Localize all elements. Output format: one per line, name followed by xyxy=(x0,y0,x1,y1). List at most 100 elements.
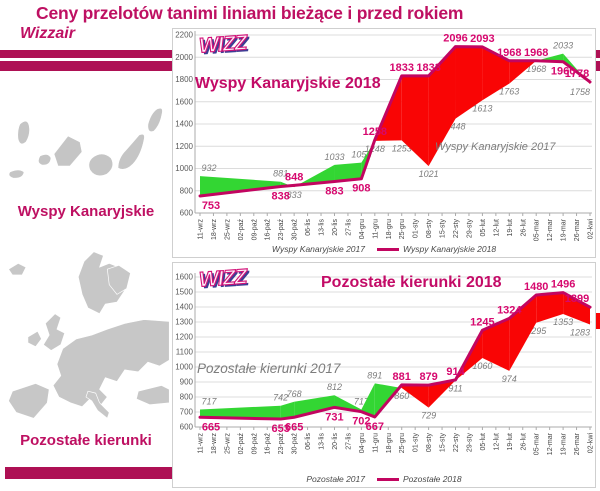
svg-text:1033: 1033 xyxy=(324,152,344,162)
svg-text:800: 800 xyxy=(180,393,194,402)
svg-text:700: 700 xyxy=(180,408,194,417)
svg-text:1021: 1021 xyxy=(419,169,439,179)
canary-islands-map xyxy=(8,107,163,179)
svg-text:729: 729 xyxy=(421,411,436,421)
svg-text:1300: 1300 xyxy=(175,318,193,327)
svg-text:2000: 2000 xyxy=(175,53,193,62)
svg-text:717: 717 xyxy=(201,396,217,406)
svg-text:11-gru: 11-gru xyxy=(372,433,379,453)
svg-text:20-lis: 20-lis xyxy=(332,219,339,236)
svg-text:1968: 1968 xyxy=(524,47,548,59)
wizz-logo: WIZZ xyxy=(198,265,248,292)
svg-text:11-wrz: 11-wrz xyxy=(198,219,205,240)
legend-2017-label: Pozostałe 2017 xyxy=(306,474,365,484)
svg-text:05-lut: 05-lut xyxy=(480,433,487,451)
svg-text:1500: 1500 xyxy=(175,288,193,297)
svg-text:26-mar: 26-mar xyxy=(574,218,581,241)
subtitle-wizzair: Wizzair xyxy=(20,25,75,42)
canary-chart-plot: 600 800 1000 1200 1400 1600 1800 2000 2200 11-wrz… xyxy=(175,31,595,242)
svg-text:05-mar: 05-mar xyxy=(534,432,541,455)
svg-text:25-gru: 25-gru xyxy=(399,219,406,239)
other-chart-legend: Pozostałe 2017 Pozostałe 2018 xyxy=(173,474,595,484)
svg-text:1448: 1448 xyxy=(446,122,466,132)
svg-text:18-wrz: 18-wrz xyxy=(211,433,218,455)
svg-text:12-lut: 12-lut xyxy=(493,433,500,451)
svg-text:717: 717 xyxy=(354,396,370,406)
svg-text:1399: 1399 xyxy=(565,293,589,305)
svg-text:702: 702 xyxy=(352,416,370,428)
svg-text:23-paź: 23-paź xyxy=(278,219,285,241)
accent-bar-bottom xyxy=(5,467,172,479)
svg-text:05-lut: 05-lut xyxy=(480,219,487,237)
svg-text:1968: 1968 xyxy=(497,47,521,59)
svg-text:1200: 1200 xyxy=(175,333,193,342)
svg-text:1400: 1400 xyxy=(175,303,193,312)
svg-text:1353: 1353 xyxy=(553,317,573,327)
canary-chart-legend: Wyspy Kanaryjskie 2017 Wyspy Kanaryjskie… xyxy=(173,244,595,254)
svg-text:2200: 2200 xyxy=(175,31,193,40)
svg-text:1200: 1200 xyxy=(175,142,193,151)
legend-2018-label: Pozostałe 2018 xyxy=(403,474,462,484)
svg-text:1968: 1968 xyxy=(526,64,546,74)
svg-text:1000: 1000 xyxy=(175,363,193,372)
svg-text:29-sty: 29-sty xyxy=(466,219,473,239)
other-2017-title: Pozostałe kierunki 2017 xyxy=(197,361,341,376)
svg-text:665: 665 xyxy=(202,421,220,433)
svg-text:08-sty: 08-sty xyxy=(426,433,433,453)
svg-text:25-wrz: 25-wrz xyxy=(224,433,231,455)
svg-text:13-lis: 13-lis xyxy=(319,433,326,450)
canary-2017-title: Wyspy Kanaryjskie 2017 xyxy=(435,141,556,153)
svg-text:11-gru: 11-gru xyxy=(372,219,379,239)
svg-text:01-sty: 01-sty xyxy=(413,219,420,239)
svg-text:1060: 1060 xyxy=(472,361,492,371)
svg-text:12-mar: 12-mar xyxy=(547,218,554,241)
legend-2018-item: Pozostałe 2018 xyxy=(377,474,462,484)
svg-text:02-kwi: 02-kwi xyxy=(588,433,595,454)
svg-text:25-gru: 25-gru xyxy=(399,433,406,453)
svg-text:600: 600 xyxy=(180,209,194,218)
svg-text:12-mar: 12-mar xyxy=(547,432,554,455)
svg-text:1400: 1400 xyxy=(175,120,193,129)
wizz-logo: WIZZ xyxy=(198,31,248,58)
svg-text:1496: 1496 xyxy=(551,279,575,291)
svg-text:1283: 1283 xyxy=(570,328,590,338)
svg-text:16-paź: 16-paź xyxy=(265,219,272,241)
svg-text:15-sty: 15-sty xyxy=(440,433,447,453)
other-destinations-chart: WIZZ Pozostałe kierunki 2018 Pozostałe k… xyxy=(172,262,596,488)
svg-text:1800: 1800 xyxy=(175,75,193,84)
svg-text:1833: 1833 xyxy=(416,62,440,74)
svg-text:06-lis: 06-lis xyxy=(305,219,312,236)
svg-text:1600: 1600 xyxy=(175,273,193,282)
svg-text:12-lut: 12-lut xyxy=(493,219,500,237)
svg-text:2093: 2093 xyxy=(470,33,494,45)
svg-text:19-lut: 19-lut xyxy=(507,219,514,237)
svg-text:20-lis: 20-lis xyxy=(332,433,339,450)
svg-text:1763: 1763 xyxy=(499,87,519,97)
other-2018-title: Pozostałe kierunki 2018 xyxy=(321,274,502,291)
svg-text:667: 667 xyxy=(366,421,384,433)
svg-text:06-lis: 06-lis xyxy=(305,433,312,450)
svg-text:18-gru: 18-gru xyxy=(386,433,393,453)
svg-text:16-paź: 16-paź xyxy=(265,433,272,455)
legend-2017-item: Pozostałe 2017 xyxy=(306,474,365,484)
svg-text:1000: 1000 xyxy=(175,164,193,173)
svg-text:2096: 2096 xyxy=(443,33,467,45)
svg-text:1295: 1295 xyxy=(526,326,547,336)
legend-2018-item: Wyspy Kanaryjskie 2018 xyxy=(377,244,496,254)
svg-text:932: 932 xyxy=(201,163,216,173)
svg-text:18-wrz: 18-wrz xyxy=(211,219,218,241)
page-title: Ceny przelotów tanimi liniami bieżące i … xyxy=(36,3,464,23)
svg-text:1245: 1245 xyxy=(470,316,494,328)
sidebar: Wyspy Kanaryjskie Pozostałe kierunki xyxy=(0,60,172,491)
legend-2017-label: Wyspy Kanaryjskie 2017 xyxy=(271,244,365,254)
svg-text:665: 665 xyxy=(285,421,303,433)
canary-2018-title: Wyspy Kanaryjskie 2018 xyxy=(195,75,381,92)
svg-text:881: 881 xyxy=(273,169,288,179)
svg-text:18-gru: 18-gru xyxy=(386,219,393,239)
svg-text:1833: 1833 xyxy=(389,62,413,74)
svg-text:812: 812 xyxy=(327,382,342,392)
svg-text:02-kwi: 02-kwi xyxy=(588,219,595,240)
svg-text:26-mar: 26-mar xyxy=(574,432,581,455)
chart-edge-red-sliver xyxy=(596,313,600,329)
